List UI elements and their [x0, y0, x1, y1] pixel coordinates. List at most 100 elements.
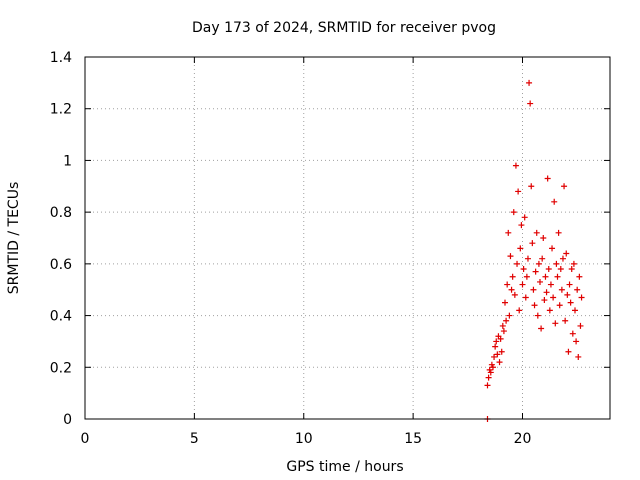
data-point [572, 307, 578, 314]
x-tick-label: 0 [81, 431, 90, 447]
data-point [556, 302, 563, 309]
y-tick-label: 1 [63, 153, 72, 169]
data-point [496, 359, 503, 366]
data-point [508, 286, 515, 293]
data-point [499, 322, 506, 329]
data-point [537, 278, 543, 285]
data-point [512, 162, 519, 169]
x-axis-label: GPS time / hours [286, 459, 403, 475]
data-point [509, 273, 516, 280]
data-point [554, 273, 561, 280]
data-point [506, 312, 513, 319]
data-point [574, 286, 581, 293]
data-point [569, 330, 576, 337]
data-point [563, 250, 570, 257]
data-point [516, 307, 523, 314]
data-point [567, 299, 574, 306]
axis-ticks: 0 5 10 15 20 0 0.2 0.4 0.6 0.8 1 1.2 1.4 [50, 50, 610, 447]
data-point [485, 374, 492, 381]
data-point [549, 245, 556, 252]
data-point [502, 299, 508, 306]
y-tick-label: 0.4 [50, 309, 72, 325]
y-tick-label: 1.4 [50, 50, 72, 66]
data-point [532, 268, 539, 275]
data-point [497, 335, 504, 342]
data-point [541, 297, 548, 304]
data-point [491, 353, 498, 360]
data-point [542, 273, 549, 280]
grid-lines [85, 57, 610, 419]
x-tick-label: 20 [514, 431, 532, 447]
data-point [561, 183, 568, 190]
data-point [538, 325, 545, 332]
data-point [546, 307, 553, 314]
data-point [531, 302, 538, 309]
x-tick-label: 5 [190, 431, 199, 447]
x-tick-label: 10 [295, 431, 313, 447]
data-point [553, 260, 560, 267]
data-point [511, 291, 518, 298]
data-point [484, 382, 491, 389]
data-point [559, 255, 566, 262]
data-point [514, 260, 521, 267]
data-point [505, 229, 512, 236]
data-point [533, 229, 540, 236]
data-point [568, 266, 575, 273]
y-tick-label: 0 [63, 412, 72, 428]
data-point [518, 222, 525, 229]
data-point [504, 281, 511, 288]
data-point [515, 188, 522, 195]
data-point [564, 291, 571, 298]
y-tick-label: 0.8 [50, 205, 72, 221]
data-point [552, 320, 559, 327]
data-point [570, 260, 577, 267]
data-point [551, 198, 558, 205]
data-point [528, 183, 535, 190]
data-point [565, 348, 572, 355]
data-point [507, 253, 514, 260]
data-point [573, 338, 580, 345]
data-point [550, 294, 557, 301]
data-point [530, 286, 537, 293]
data-point [540, 235, 547, 241]
data-point [493, 338, 500, 345]
data-point [522, 294, 529, 301]
data-point [557, 266, 564, 273]
data-point [576, 273, 583, 280]
data-point [510, 209, 517, 216]
chart-title: Day 173 of 2024, SRMTID for receiver pvo… [192, 20, 496, 36]
data-point [558, 286, 565, 293]
data-point [526, 79, 533, 86]
data-point [519, 281, 526, 288]
y-tick-label: 1.2 [50, 102, 72, 118]
data-point [523, 273, 530, 280]
data-point [494, 351, 501, 358]
data-point [529, 240, 536, 247]
data-point [503, 317, 510, 324]
data-point [543, 289, 550, 296]
data-point [521, 214, 528, 221]
data-point [566, 281, 573, 288]
data-points [484, 79, 585, 422]
data-point [578, 294, 585, 301]
data-point [577, 322, 584, 329]
plot-frame [84, 56, 611, 420]
data-point [535, 260, 542, 267]
data-point [544, 175, 551, 182]
data-point [489, 364, 496, 371]
data-point [547, 281, 554, 288]
data-point [534, 312, 541, 319]
data-point [492, 343, 499, 350]
data-point [545, 266, 552, 273]
data-point [487, 369, 494, 376]
data-point [527, 100, 534, 107]
data-point [555, 229, 562, 236]
y-tick-label: 0.6 [50, 257, 72, 273]
y-tick-label: 0.2 [50, 360, 72, 376]
y-axis-label: SRMTID / TECUs [6, 182, 22, 295]
data-point [562, 317, 569, 324]
x-tick-label: 15 [404, 431, 422, 447]
data-point [524, 255, 531, 262]
data-point [539, 255, 546, 262]
